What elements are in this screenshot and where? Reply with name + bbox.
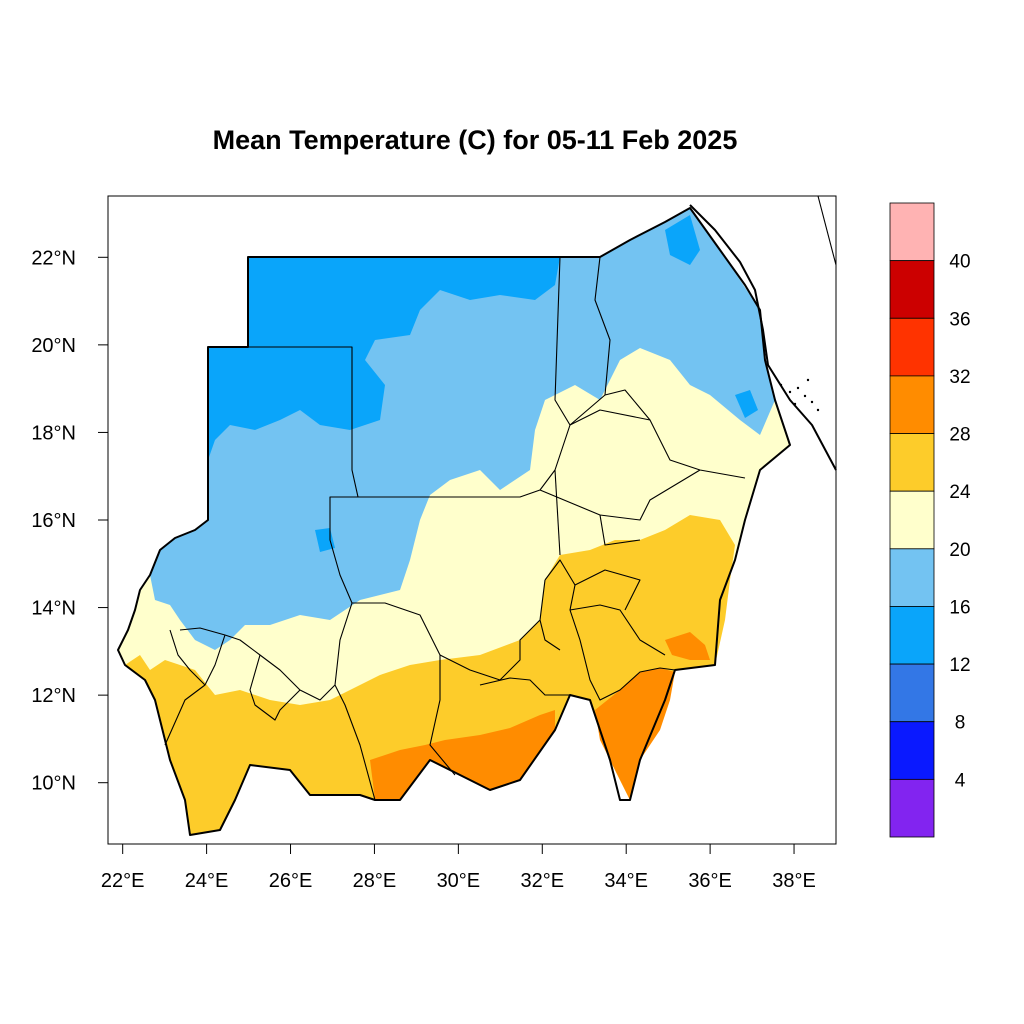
colorbar-segment: [889, 606, 935, 665]
colorbar-segment: [889, 433, 935, 492]
sudan-outline: [117, 207, 791, 836]
y-tick-label: 22°N: [31, 247, 76, 269]
x-tick-label: 32°E: [520, 870, 564, 892]
colorbar-label: 20: [949, 540, 970, 561]
x-tick-label: 38°E: [772, 870, 816, 892]
colorbar-label: 24: [949, 482, 971, 503]
colorbar-segment: [889, 663, 935, 723]
map-plot-area: [107, 195, 837, 845]
y-axis: 22°N 20°N 18°N 16°N 14°N 12°N 10°N: [31, 247, 108, 795]
colorbar-segment: [889, 778, 935, 838]
colorbar-segment: [889, 490, 935, 550]
red-sea-coast: [689, 204, 837, 471]
colorbar-segment: [889, 721, 935, 780]
zone-12-16-east: [735, 390, 758, 418]
y-tick-label: 18°N: [31, 422, 76, 444]
colorbar-label: 8: [955, 713, 966, 734]
x-tick-label: 36°E: [688, 870, 732, 892]
colorbar-label: 12: [949, 655, 970, 676]
colorbar-segment: [889, 317, 935, 377]
colorbar-label: 36: [949, 309, 970, 330]
zone-28-32-southeast: [595, 668, 675, 800]
zone-12-16-northeast: [665, 215, 700, 265]
colorbar-label: 4: [955, 770, 966, 791]
x-axis: 22°E 24°E 26°E 28°E 30°E 32°E 34°E 36°E 38°E: [101, 844, 816, 892]
x-tick-label: 34°E: [604, 870, 648, 892]
x-tick-label: 30°E: [437, 870, 481, 892]
map-title: Mean Temperature (C) for 05-11 Feb 2025: [213, 125, 738, 155]
x-tick-label: 26°E: [269, 870, 313, 892]
red-sea-islands: [779, 378, 820, 412]
colorbar-label: 40: [949, 252, 970, 273]
map-edge-line: [817, 195, 837, 266]
temperature-fill: [118, 208, 790, 835]
y-tick-label: 16°N: [31, 510, 76, 532]
colorbar-label: 32: [949, 367, 970, 388]
state-borders: [164, 256, 746, 801]
y-tick-label: 14°N: [31, 598, 76, 620]
colorbar-legend: 40 36 32 28 24 20 16 12 8 4: [889, 202, 971, 838]
zone-24-28-south: [125, 515, 735, 835]
x-tick-label: 22°E: [101, 870, 145, 892]
y-tick-label: 10°N: [31, 773, 76, 795]
y-tick-label: 12°N: [31, 685, 76, 707]
colorbar-label: 16: [949, 597, 970, 618]
x-tick-label: 28°E: [353, 870, 397, 892]
colorbar-segment: [889, 260, 935, 319]
y-tick-label: 20°N: [31, 335, 76, 357]
colorbar-segment: [889, 548, 935, 607]
x-tick-label: 24°E: [185, 870, 229, 892]
zone-12-16-north: [208, 257, 560, 460]
colorbar-label: 28: [949, 425, 970, 446]
zone-28-32-east: [665, 632, 710, 660]
colorbar-segment: [889, 375, 935, 434]
colorbar-segment: [889, 202, 935, 262]
